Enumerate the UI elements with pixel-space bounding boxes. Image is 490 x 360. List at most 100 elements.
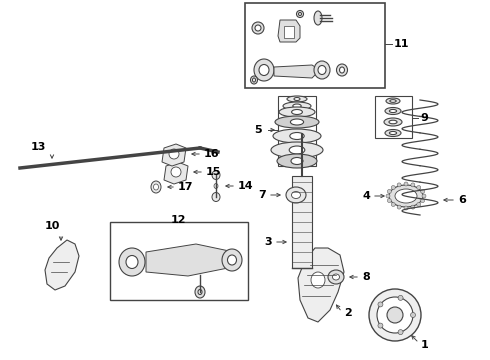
Ellipse shape [314,11,322,25]
Ellipse shape [255,25,261,31]
Ellipse shape [390,100,396,102]
Text: 8: 8 [362,272,370,282]
Text: 4: 4 [362,191,370,201]
Ellipse shape [389,185,423,207]
Ellipse shape [397,205,401,209]
Ellipse shape [222,249,242,271]
Ellipse shape [388,189,392,193]
Ellipse shape [119,248,145,276]
Ellipse shape [287,96,307,102]
Ellipse shape [385,130,401,136]
Ellipse shape [416,185,421,189]
Ellipse shape [411,205,415,209]
Ellipse shape [337,64,347,76]
Text: 5: 5 [254,125,262,135]
Text: 15: 15 [206,167,221,177]
Ellipse shape [259,64,269,76]
Text: 10: 10 [44,221,60,231]
Ellipse shape [420,189,425,193]
Ellipse shape [404,206,408,210]
Ellipse shape [314,61,330,79]
Ellipse shape [198,289,202,294]
Polygon shape [164,162,188,184]
Bar [245,3,385,88]
Ellipse shape [273,129,321,143]
Ellipse shape [386,98,400,104]
Ellipse shape [416,202,421,207]
Ellipse shape [277,154,317,168]
Ellipse shape [291,158,303,165]
Ellipse shape [328,270,344,284]
Polygon shape [274,65,320,78]
Ellipse shape [377,297,413,333]
Text: 1: 1 [421,340,429,350]
Ellipse shape [195,286,205,298]
Ellipse shape [398,330,403,334]
Ellipse shape [311,272,325,288]
Ellipse shape [292,192,300,198]
Text: 9: 9 [420,113,428,123]
Ellipse shape [385,108,401,114]
Ellipse shape [369,289,421,341]
Ellipse shape [227,255,237,265]
Text: 11: 11 [394,39,410,49]
Ellipse shape [212,193,220,202]
Ellipse shape [212,171,220,180]
Ellipse shape [296,10,303,18]
Ellipse shape [422,194,426,198]
Ellipse shape [292,109,302,114]
Ellipse shape [290,132,304,140]
Text: 7: 7 [258,190,266,200]
Ellipse shape [151,181,161,193]
Ellipse shape [397,183,401,187]
Polygon shape [146,244,234,276]
Text: 6: 6 [458,195,466,205]
Text: 16: 16 [204,149,220,159]
Ellipse shape [411,183,415,187]
Ellipse shape [293,104,301,108]
Ellipse shape [289,146,305,154]
Text: 3: 3 [265,237,272,247]
Ellipse shape [271,142,323,158]
Ellipse shape [333,274,340,280]
Bar [110,222,248,300]
Ellipse shape [126,256,138,269]
Ellipse shape [386,194,390,198]
Ellipse shape [252,22,264,34]
Ellipse shape [398,296,403,300]
Ellipse shape [420,199,425,203]
Text: 17: 17 [178,182,194,192]
Ellipse shape [294,98,300,100]
Ellipse shape [291,119,304,125]
Ellipse shape [254,59,274,81]
Ellipse shape [395,189,417,203]
Text: 14: 14 [238,181,254,191]
Ellipse shape [275,116,319,128]
Ellipse shape [387,307,403,323]
Ellipse shape [252,78,255,82]
Polygon shape [45,240,79,290]
Bar [278,96,316,166]
Ellipse shape [378,302,383,307]
Ellipse shape [318,66,326,75]
Bar [292,176,312,268]
Ellipse shape [388,199,392,203]
Ellipse shape [392,185,395,189]
Ellipse shape [404,182,408,186]
Ellipse shape [214,184,218,189]
Polygon shape [284,26,294,38]
Polygon shape [162,144,186,166]
Text: 12: 12 [170,215,186,225]
Polygon shape [278,20,300,42]
Ellipse shape [340,67,344,73]
Ellipse shape [286,187,306,203]
Ellipse shape [283,102,311,110]
Ellipse shape [153,184,158,190]
Ellipse shape [390,131,396,135]
Ellipse shape [171,167,181,177]
Ellipse shape [384,118,402,126]
Text: 2: 2 [344,308,352,318]
Ellipse shape [279,107,315,117]
Ellipse shape [250,76,258,84]
Polygon shape [298,248,344,322]
